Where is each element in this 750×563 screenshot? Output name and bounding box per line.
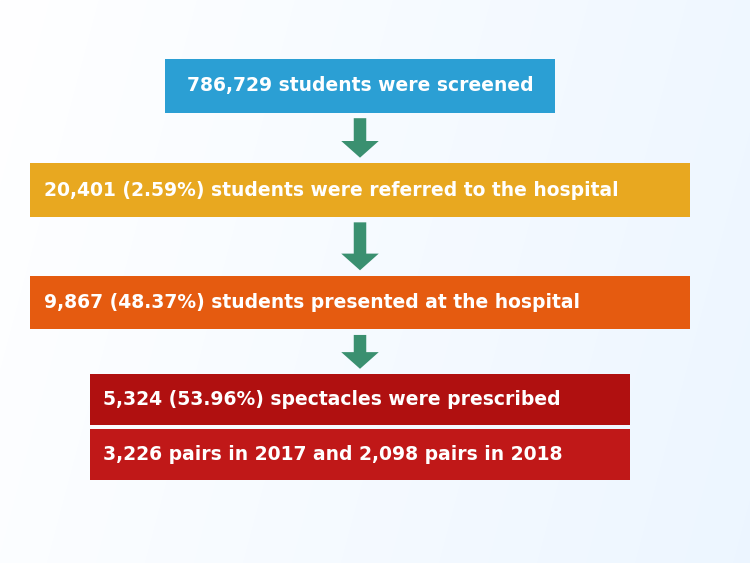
FancyBboxPatch shape [30,163,690,217]
FancyBboxPatch shape [90,429,630,480]
FancyBboxPatch shape [90,374,630,425]
Text: 20,401 (2.59%) students were referred to the hospital: 20,401 (2.59%) students were referred to… [44,181,618,199]
Text: 3,226 pairs in 2017 and 2,098 pairs in 2018: 3,226 pairs in 2017 and 2,098 pairs in 2… [104,445,563,464]
FancyBboxPatch shape [30,276,690,329]
FancyBboxPatch shape [165,59,555,113]
Text: 5,324 (53.96%) spectacles were prescribed: 5,324 (53.96%) spectacles were prescribe… [104,390,561,409]
Text: 9,867 (48.37%) students presented at the hospital: 9,867 (48.37%) students presented at the… [44,293,580,312]
Text: 786,729 students were screened: 786,729 students were screened [187,77,533,95]
